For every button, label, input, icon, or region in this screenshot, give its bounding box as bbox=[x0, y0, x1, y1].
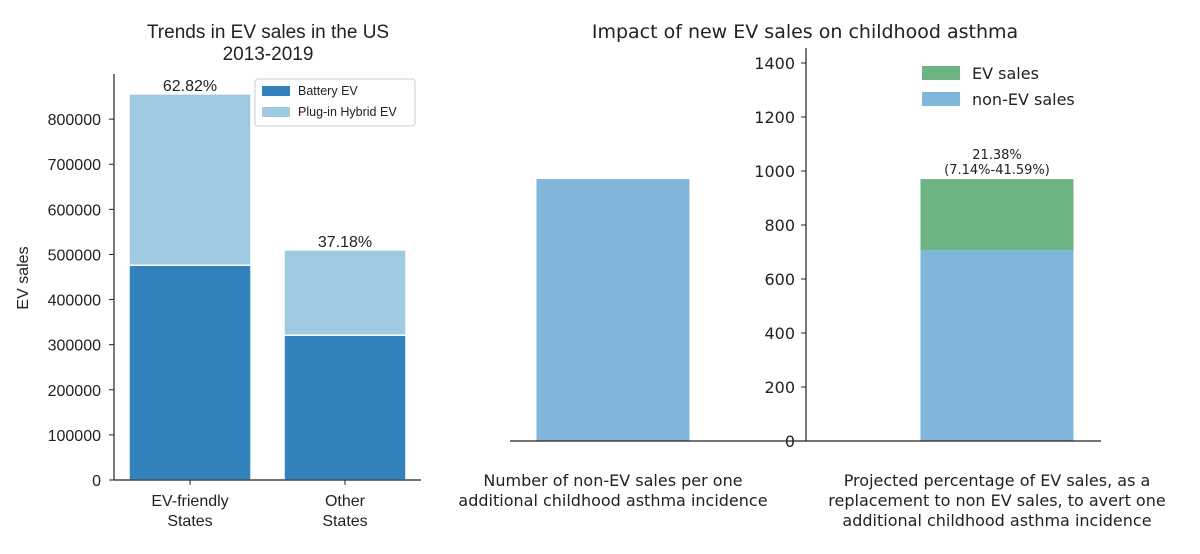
right-bars bbox=[536, 179, 1074, 441]
left-chart-title-line-2: 2013-2019 bbox=[223, 44, 314, 65]
right-x-tick-label: Projected percentage of EV sales, as a bbox=[844, 471, 1151, 490]
left-x-tick-label: States bbox=[167, 513, 212, 530]
right-chart-title: Impact of new EV sales on childhood asth… bbox=[592, 21, 1018, 43]
left-y-tick-label: 700000 bbox=[48, 157, 101, 174]
left-chart-title-line-1: Trends in EV sales in the US bbox=[147, 22, 389, 43]
left-y-tick-label: 800000 bbox=[48, 112, 101, 129]
right-y-tick-label: 200 bbox=[764, 378, 795, 397]
left-legend: Battery EV Plug-in Hybrid EV bbox=[254, 78, 416, 127]
ev-share-annotation-line: 21.38% bbox=[972, 148, 1022, 163]
bar-battery-ev-ev-friendly-states bbox=[128, 264, 252, 481]
bar-ev-sales-1 bbox=[920, 179, 1074, 251]
legend-label-non-ev-sales: non-EV sales bbox=[972, 90, 1075, 109]
right-x-tick-label: replacement to non EV sales, to avert on… bbox=[828, 491, 1165, 510]
left-y-tick-label: 0 bbox=[92, 473, 101, 490]
right-y-tick-label: 1200 bbox=[754, 108, 795, 127]
left-y-tick-label: 500000 bbox=[48, 247, 101, 264]
right-y-tick-label: 1000 bbox=[754, 162, 795, 181]
right-y-tick-label: 800 bbox=[764, 216, 795, 235]
left-bar-labels: 62.82% 37.18% bbox=[163, 78, 372, 251]
bar-share-label-other-states: 37.18% bbox=[318, 234, 372, 251]
ev-share-annotation-line: (7.14%-41.59%) bbox=[944, 163, 1050, 178]
legend-swatch-non-ev-sales bbox=[922, 92, 960, 106]
left-x-axis-ticks: EV-friendly States Other States bbox=[151, 480, 368, 530]
left-y-axis-ticks: 0 100000 200000 300000 400000 500000 600000 700… bbox=[48, 112, 114, 490]
right-x-tick-label: additional childhood asthma incidence bbox=[458, 491, 767, 510]
right-y-tick-label: 600 bbox=[764, 270, 795, 289]
bar-plug-in-hybrid-ev-other-states bbox=[283, 249, 407, 336]
right-legend: EV sales non-EV sales bbox=[922, 64, 1075, 109]
left-legend-frame bbox=[254, 78, 416, 127]
left-y-axis-label: EV sales bbox=[15, 246, 32, 309]
bar-share-label-ev-friendly-states: 62.82% bbox=[163, 78, 217, 95]
left-x-tick-label: EV-friendly bbox=[151, 493, 228, 510]
left-bars bbox=[128, 93, 407, 481]
legend-label-plug-in-hybrid-ev: Plug-in Hybrid EV bbox=[298, 105, 397, 119]
right-x-tick-label: additional childhood asthma incidence bbox=[842, 511, 1151, 530]
bar-non-ev-sales-1 bbox=[920, 250, 1074, 441]
bar-non-ev-sales-0 bbox=[536, 179, 690, 441]
ev-sales-trend-chart: Trends in EV sales in the US 2013-2019 E… bbox=[15, 22, 421, 530]
legend-label-battery-ev: Battery EV bbox=[298, 84, 358, 98]
legend-label-ev-sales: EV sales bbox=[972, 64, 1039, 83]
right-y-tick-label: 400 bbox=[764, 324, 795, 343]
right-x-tick-label: Number of non-EV sales per one bbox=[483, 471, 742, 490]
right-bar-annotation: 21.38%(7.14%-41.59%) bbox=[944, 148, 1050, 178]
left-y-tick-label: 100000 bbox=[48, 428, 101, 445]
left-x-tick-label: States bbox=[322, 513, 367, 530]
bar-plug-in-hybrid-ev-ev-friendly-states bbox=[128, 93, 252, 267]
asthma-impact-chart: Impact of new EV sales on childhood asth… bbox=[458, 21, 1165, 530]
legend-swatch-ev-sales bbox=[922, 66, 960, 80]
left-y-tick-label: 400000 bbox=[48, 293, 101, 310]
legend-swatch-plug-in-hybrid-ev bbox=[262, 107, 290, 117]
right-x-axis-ticks: Number of non-EV sales per oneadditional… bbox=[458, 471, 1165, 530]
left-y-tick-label: 600000 bbox=[48, 202, 101, 219]
left-y-tick-label: 300000 bbox=[48, 338, 101, 355]
left-y-tick-label: 200000 bbox=[48, 383, 101, 400]
left-x-tick-label: Other bbox=[325, 493, 366, 510]
legend-swatch-battery-ev bbox=[262, 86, 290, 96]
bar-battery-ev-other-states bbox=[283, 334, 407, 481]
right-y-tick-label: 1400 bbox=[754, 54, 795, 73]
